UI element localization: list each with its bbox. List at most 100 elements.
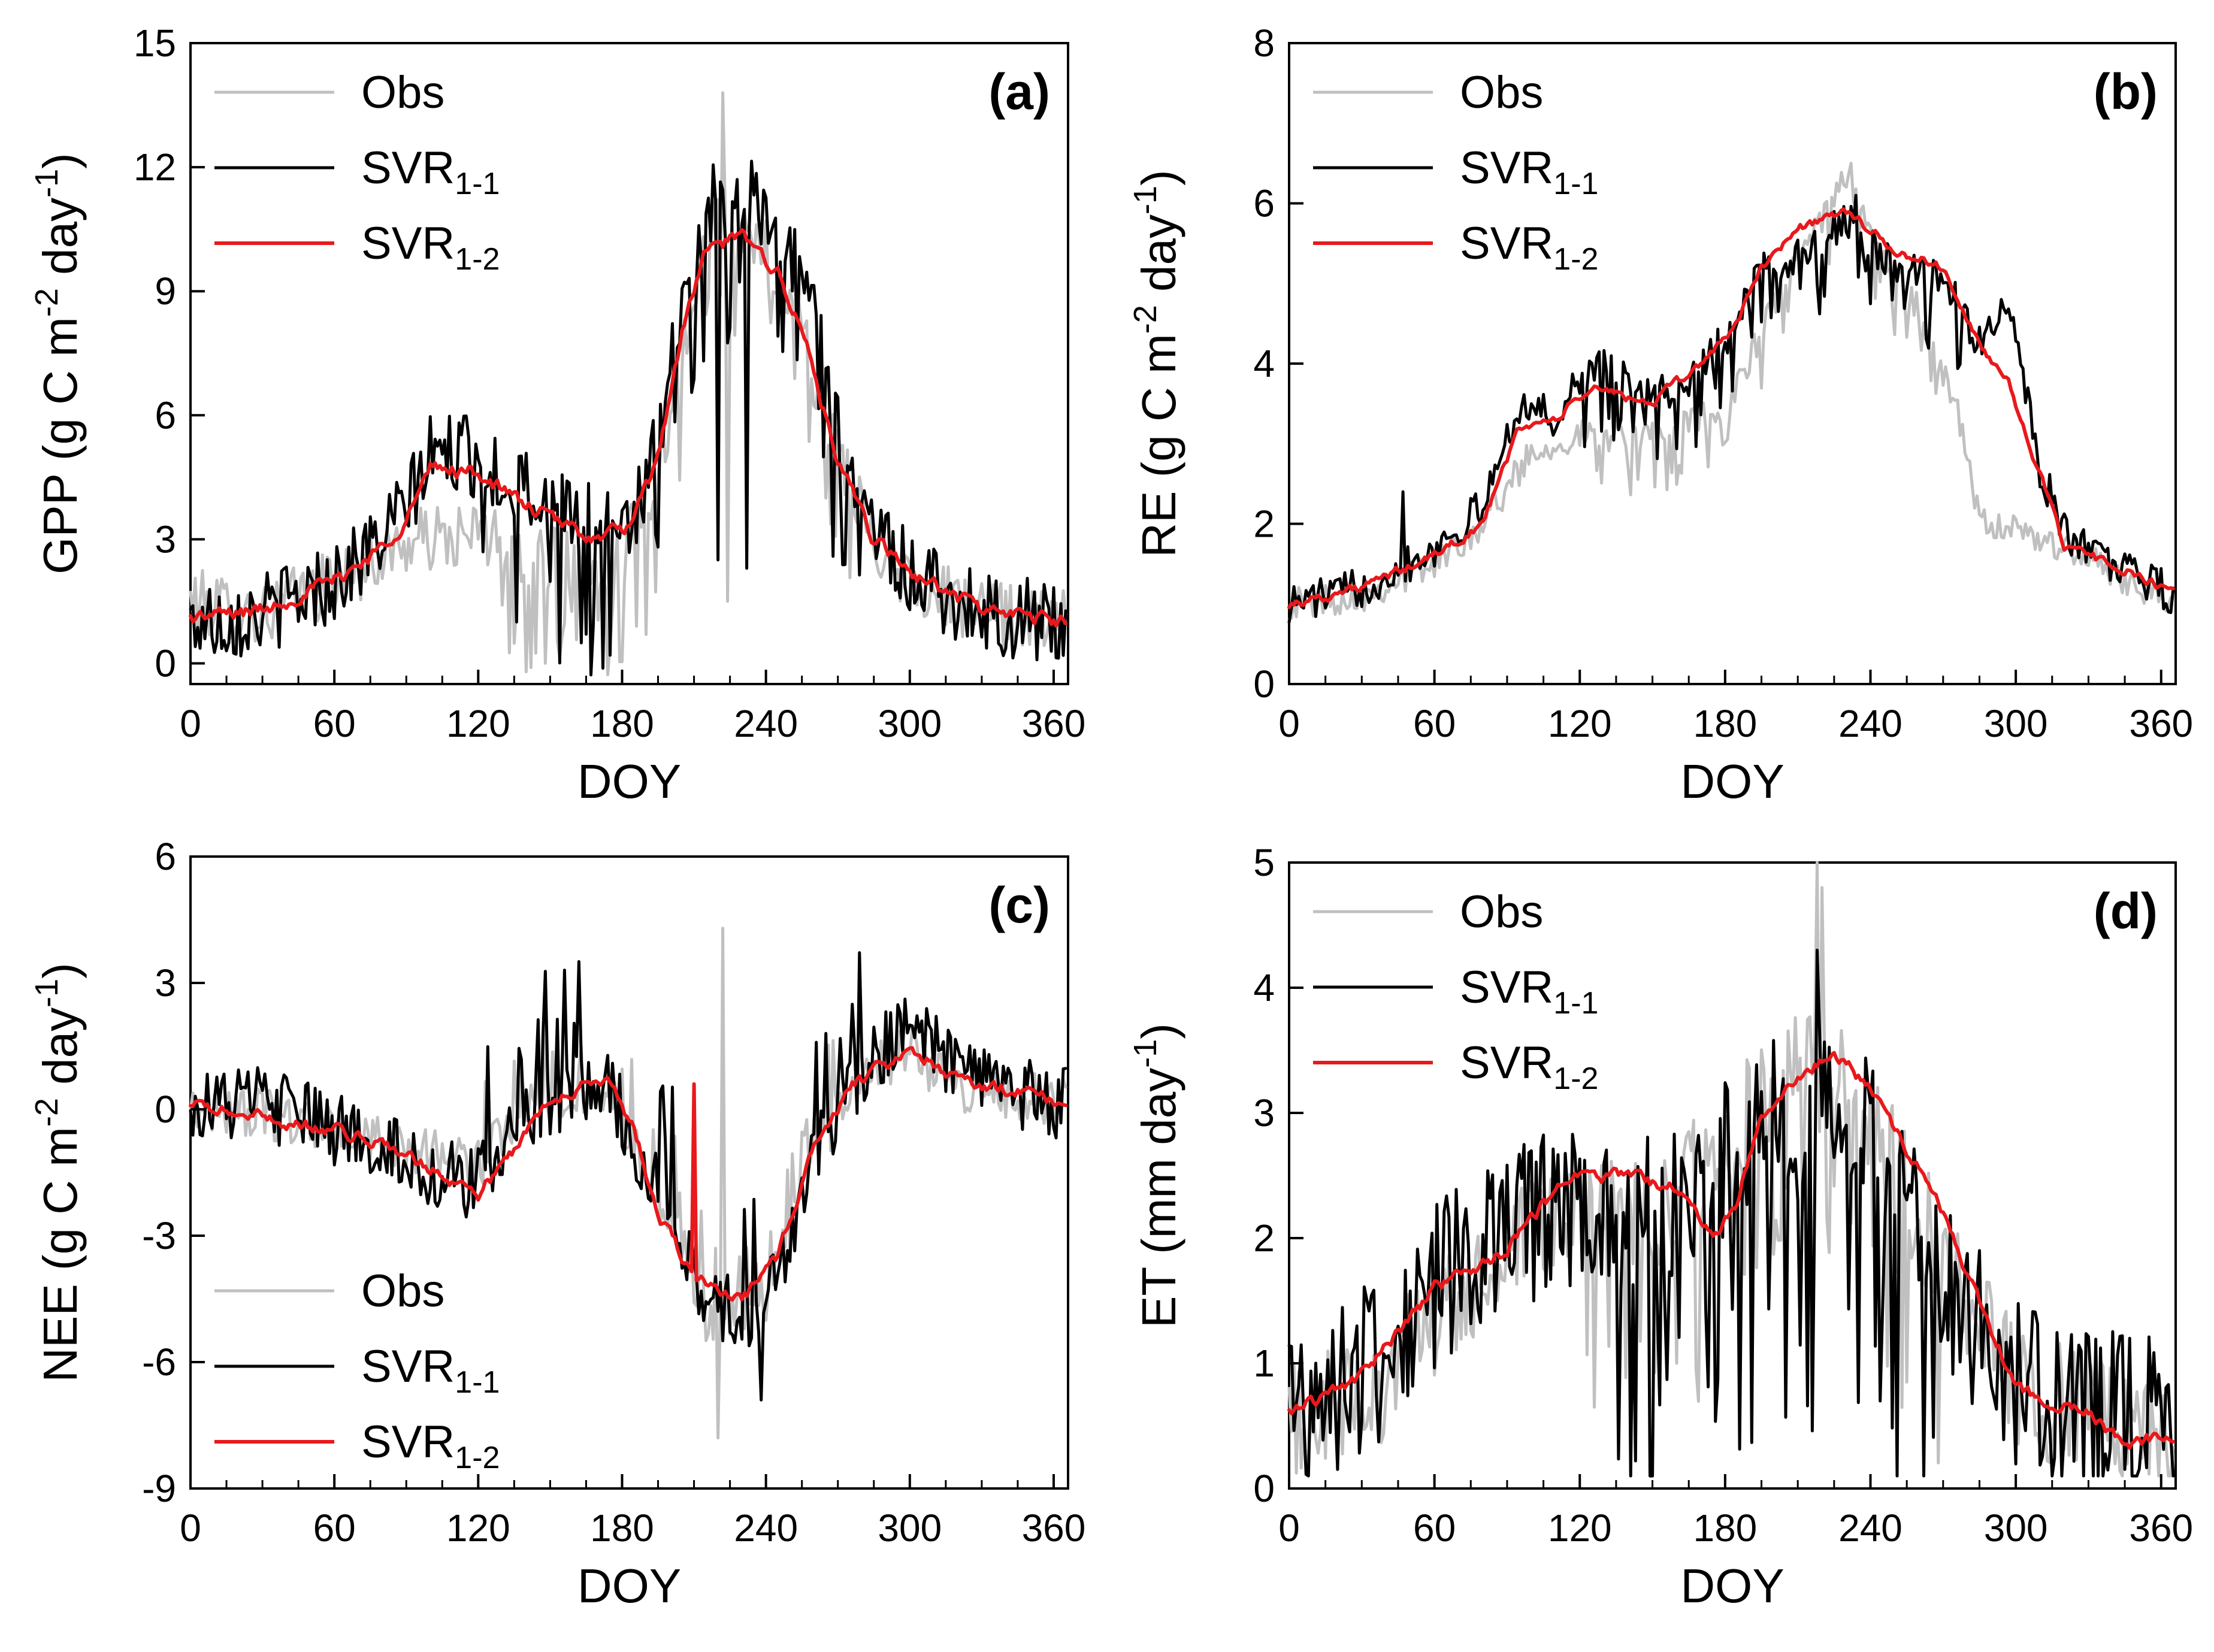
series-obs-line bbox=[189, 91, 1067, 677]
x-tick-label: 120 bbox=[1548, 702, 1612, 745]
panel-d-label: (d) bbox=[2094, 883, 2158, 939]
y-tick-label: 2 bbox=[1253, 503, 1275, 546]
y-tick-label: 2 bbox=[1253, 1217, 1275, 1260]
y-tick-label: -9 bbox=[142, 1467, 176, 1510]
x-tick-label: 0 bbox=[180, 702, 201, 745]
legend-obs-text: Obs bbox=[1460, 886, 1543, 937]
legend-obs-text: Obs bbox=[361, 1266, 444, 1317]
y-tick-label: 6 bbox=[1253, 182, 1275, 225]
panel-c-frame bbox=[189, 855, 1069, 1490]
panel-c-ylabel-sup2: -1 bbox=[29, 979, 65, 1007]
panel-a-ylabel-sup1: -2 bbox=[29, 288, 65, 317]
panel-c-ylabel-mid: day bbox=[34, 1007, 87, 1098]
panel-a-gpp: (a) DOY GPP (g C m-2 day-1) Obs SVR1-1 S… bbox=[29, 22, 1085, 808]
x-tick-label: 300 bbox=[1984, 702, 2048, 745]
x-tick-label: 180 bbox=[590, 702, 654, 745]
panel-d-ylabel-main: ET (mm day bbox=[1132, 1068, 1185, 1328]
x-tick-label: 60 bbox=[313, 1506, 356, 1550]
panel-b-y-axis-title: RE (g C m-2 day-1) bbox=[1127, 170, 1185, 557]
panel-a-label: (a) bbox=[988, 63, 1050, 120]
x-tick-label: 300 bbox=[1984, 1506, 2048, 1550]
panel-a-ylabel-main: GPP (g C m bbox=[34, 317, 87, 574]
y-tick-label: -6 bbox=[142, 1341, 176, 1384]
x-tick-label: 0 bbox=[1278, 1506, 1300, 1550]
panel-b-ylabel-sup2: -1 bbox=[1127, 186, 1163, 214]
panel-d-x-axis-title: DOY bbox=[1680, 1559, 1784, 1612]
x-tick-label: 360 bbox=[2129, 702, 2193, 745]
x-tick-label: 240 bbox=[734, 1506, 798, 1550]
legend-svr11-text: SVR1-1 bbox=[361, 143, 500, 201]
panel-c-ylabel-main: NEE (g C m bbox=[34, 1127, 87, 1382]
panel-a-ylabel-sup2: -1 bbox=[29, 169, 65, 198]
y-tick-label: 8 bbox=[1253, 22, 1275, 65]
series-obs-line bbox=[189, 927, 1067, 1440]
series-svr11-line bbox=[189, 159, 1067, 677]
legend-svr11-text: SVR1-1 bbox=[1460, 143, 1598, 201]
panel-d-legend: Obs SVR1-1 SVR1-2 bbox=[1313, 886, 1598, 1096]
panel-b-ylabel-end: ) bbox=[1132, 170, 1185, 186]
legend-svr12-text: SVR1-2 bbox=[361, 218, 500, 277]
y-tick-label: 0 bbox=[155, 642, 176, 685]
series-svr11-line bbox=[1287, 948, 2175, 1478]
y-tick-label: 0 bbox=[1253, 1467, 1275, 1510]
panel-d-ylabel-end: ) bbox=[1132, 1023, 1185, 1039]
y-tick-label: 3 bbox=[155, 961, 176, 1004]
panel-b-plot-area bbox=[1287, 162, 2175, 624]
panel-b-legend: Obs SVR1-1 SVR1-2 bbox=[1313, 67, 1598, 277]
x-tick-label: 120 bbox=[446, 702, 510, 745]
y-tick-label: 12 bbox=[134, 146, 176, 189]
panel-c-ylabel-end: ) bbox=[34, 963, 87, 979]
y-tick-label: 4 bbox=[1253, 966, 1275, 1009]
x-tick-label: 0 bbox=[1278, 702, 1300, 745]
legend-svr11-text: SVR1-1 bbox=[1460, 962, 1598, 1021]
series-obs-line bbox=[1287, 861, 2175, 1478]
x-tick-label: 60 bbox=[313, 702, 356, 745]
x-tick-label: 120 bbox=[1548, 1506, 1612, 1550]
x-tick-label: 300 bbox=[878, 702, 942, 745]
panel-b-ylabel-sup1: -2 bbox=[1127, 305, 1163, 334]
panel-a-frame bbox=[189, 42, 1069, 685]
y-tick-label: 3 bbox=[1253, 1091, 1275, 1134]
series-svr11-line bbox=[189, 951, 1067, 1402]
x-tick-label: 360 bbox=[1022, 1506, 1086, 1550]
panel-c-nee: (c) DOY NEE (g C m-2 day-1) Obs SVR1-1 S… bbox=[29, 835, 1085, 1612]
x-tick-label: 240 bbox=[734, 702, 798, 745]
x-tick-label: 60 bbox=[1413, 1506, 1456, 1550]
panel-b-x-axis-title: DOY bbox=[1680, 755, 1784, 808]
x-tick-label: 300 bbox=[878, 1506, 942, 1550]
series-svr12-line bbox=[1287, 1051, 2175, 1450]
panel-a-y-axis-title: GPP (g C m-2 day-1) bbox=[29, 153, 87, 574]
y-tick-label: 9 bbox=[155, 270, 176, 313]
x-tick-label: 360 bbox=[1022, 702, 1086, 745]
x-tick-label: 240 bbox=[1838, 1506, 1903, 1550]
y-tick-label: 1 bbox=[1253, 1342, 1275, 1385]
x-tick-label: 0 bbox=[180, 1506, 201, 1550]
x-tick-label: 180 bbox=[1693, 702, 1757, 745]
y-tick-label: 3 bbox=[155, 518, 176, 561]
series-svr11-line bbox=[1287, 193, 2175, 624]
y-tick-label: -3 bbox=[142, 1214, 176, 1257]
x-tick-label: 120 bbox=[446, 1506, 510, 1550]
series-svr12-line bbox=[1287, 207, 2175, 609]
series-svr12-line bbox=[189, 228, 1067, 628]
y-tick-label: 5 bbox=[1253, 841, 1275, 884]
panel-c-ylabel-sup1: -2 bbox=[29, 1098, 65, 1127]
panel-b-label: (b) bbox=[2094, 63, 2158, 120]
panel-d-y-axis-title: ET (mm day-1) bbox=[1127, 1023, 1185, 1328]
panel-c-label: (c) bbox=[988, 877, 1050, 933]
y-tick-label: 15 bbox=[134, 22, 176, 65]
legend-svr11-text: SVR1-1 bbox=[361, 1341, 500, 1400]
panel-d-ylabel-sup1: -1 bbox=[1127, 1039, 1163, 1068]
y-tick-label: 6 bbox=[155, 394, 176, 437]
legend-svr12-text: SVR1-2 bbox=[1460, 218, 1598, 277]
panel-a-legend: Obs SVR1-1 SVR1-2 bbox=[214, 67, 500, 277]
y-tick-label: 0 bbox=[1253, 662, 1275, 706]
legend-svr12-text: SVR1-2 bbox=[361, 1417, 500, 1475]
panel-b-re: (b) DOY RE (g C m-2 day-1) Obs SVR1-1 SV… bbox=[1127, 22, 2193, 808]
panel-d-frame bbox=[1288, 861, 2177, 1490]
y-tick-label: 4 bbox=[1253, 342, 1275, 385]
x-tick-label: 60 bbox=[1413, 702, 1456, 745]
panel-a-plot-area bbox=[189, 91, 1067, 677]
x-tick-label: 240 bbox=[1838, 702, 1903, 745]
